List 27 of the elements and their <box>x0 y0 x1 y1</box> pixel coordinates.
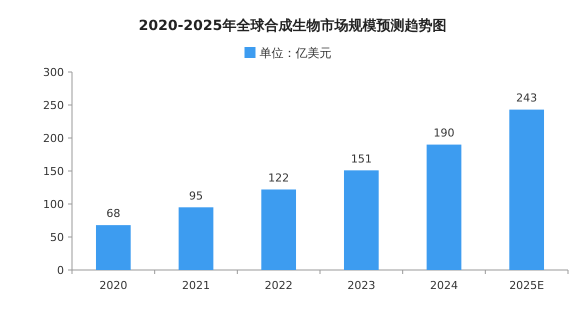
x-tick-label: 2024 <box>430 279 458 292</box>
data-label: 243 <box>516 92 538 105</box>
bar <box>344 170 379 270</box>
x-tick-label: 2022 <box>264 279 293 292</box>
y-tick-label: 150 <box>43 165 64 178</box>
bar <box>96 225 131 270</box>
x-tick-label: 2023 <box>347 279 376 292</box>
data-label: 68 <box>106 207 120 220</box>
x-tick-label: 2020 <box>99 279 128 292</box>
y-tick-label: 200 <box>43 132 64 145</box>
y-tick-label: 50 <box>50 231 64 244</box>
x-tick-label: 2025E <box>509 279 544 292</box>
data-label: 122 <box>268 171 290 184</box>
bar <box>509 110 544 270</box>
chart-title: 2020-2025年全球合成生物市场规模预测趋势图 <box>138 17 446 34</box>
data-label: 95 <box>189 189 203 202</box>
y-tick-label: 300 <box>43 66 64 79</box>
y-tick-label: 250 <box>43 99 64 112</box>
data-label: 151 <box>350 152 372 166</box>
x-tick-label: 2021 <box>182 279 210 292</box>
bar <box>261 189 296 270</box>
bar <box>426 144 462 270</box>
legend-label: 单位：亿美元 <box>260 46 332 60</box>
data-label: 190 <box>434 126 454 140</box>
y-tick-label: 0 <box>57 264 64 277</box>
bar <box>178 207 214 270</box>
y-tick-label: 100 <box>43 198 64 211</box>
